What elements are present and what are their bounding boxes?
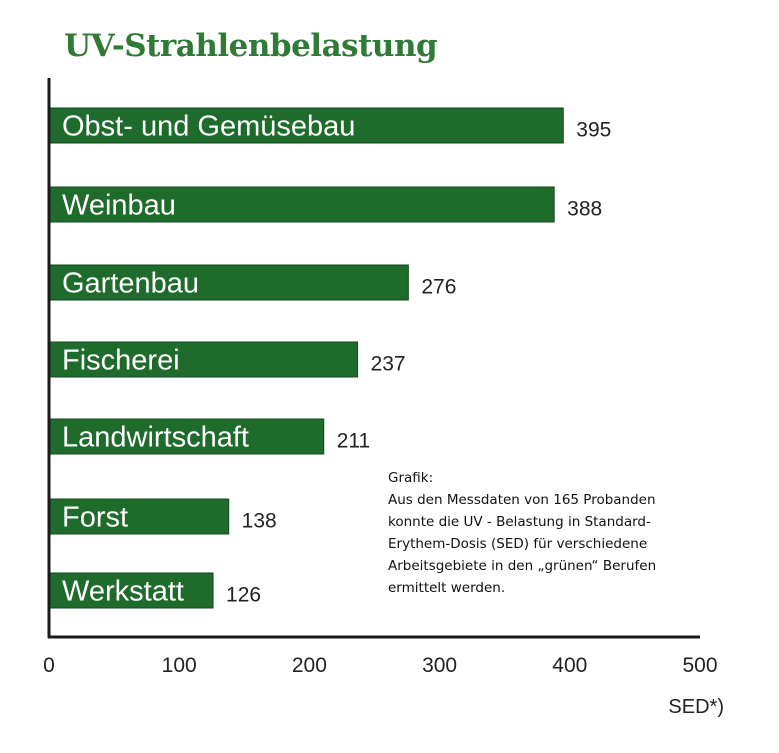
chart-note: Grafik: Aus den Messdaten von 165 Proban…	[388, 467, 718, 599]
bar-value-label: 237	[371, 353, 406, 376]
note-line: Arbeitsgebiete in den „grünen“ Berufen	[388, 558, 657, 574]
x-tick-label: 0	[43, 654, 55, 677]
chart-title: UV-Strahlenbelastung	[64, 28, 438, 64]
bar	[48, 341, 359, 378]
bar-value-label: 276	[421, 276, 456, 299]
bar-category-label: Forst	[62, 502, 128, 534]
note-line: Aus den Messdaten von 165 Probanden	[388, 492, 656, 508]
bar-category-label: Obst- und Gemüsebau	[62, 111, 355, 143]
bar-category-label: Gartenbau	[62, 268, 199, 300]
note-line: Grafik:	[388, 470, 434, 486]
bar-category-label: Landwirtschaft	[62, 422, 249, 454]
x-axis-label: SED*)	[668, 696, 724, 718]
bar-category-label: Weinbau	[62, 190, 176, 222]
x-tick-label: 400	[552, 654, 587, 677]
bar-value-label: 138	[242, 510, 277, 533]
bar	[48, 572, 214, 609]
note-line: Erythem-Dosis (SED) für verschiedene	[388, 536, 648, 552]
note-line: konnte die UV - Belastung in Standard-	[388, 514, 651, 530]
bar-value-label: 211	[337, 430, 370, 453]
bar	[48, 107, 564, 144]
x-tick-label: 300	[422, 654, 457, 677]
note-line: ermittelt werden.	[388, 580, 506, 596]
x-tick-label: 500	[682, 654, 717, 677]
bar	[48, 418, 325, 455]
bar-value-label: 388	[567, 198, 602, 221]
x-tick-label: 200	[292, 654, 327, 677]
bar-value-label: 395	[576, 119, 611, 142]
bar-category-label: Fischerei	[62, 345, 180, 377]
bar	[48, 186, 555, 223]
bar-category-label: Werkstatt	[62, 576, 184, 608]
bar-value-label: 126	[226, 584, 261, 607]
x-tick-label: 100	[162, 654, 197, 677]
bar	[48, 264, 409, 301]
